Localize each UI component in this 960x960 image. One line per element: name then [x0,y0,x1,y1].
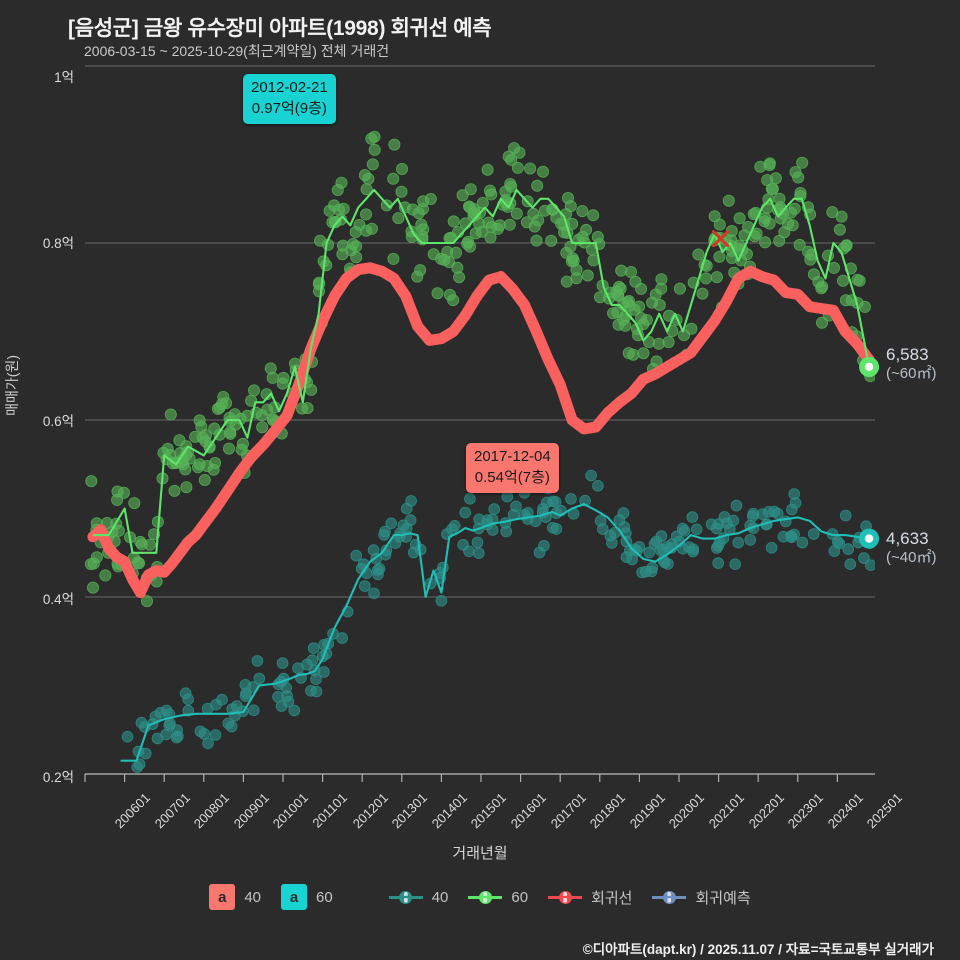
x-tick-marks [84,774,838,782]
legend-swatch-marker [468,890,503,904]
x-axis-title: 거래년월 [452,845,508,862]
series-line-40 [120,503,870,762]
legend-label: 40 [244,888,261,906]
endpoint-area-40: (~40㎡) [886,548,937,566]
annotation-low[interactable]: 2017-12-04 0.54억(7층) [466,443,559,494]
annotation-high-date: 2012-02-21 [251,79,328,96]
y-tick-label: 1억 [54,70,74,85]
endpoint-area-60: (~60㎡) [886,364,937,382]
legend-swatch-marker [388,890,423,904]
legend-item-회귀선[interactable]: 회귀선 [548,887,632,908]
x-shape-markers [711,229,730,248]
legend-label: 60 [511,888,529,906]
legend-label: 회귀선 [591,889,633,907]
annotation-high[interactable]: 2012-02-21 0.97억(9층) [243,74,336,125]
page-subtitle: 2006-03-15 ~ 2025-10-29(최근계약일) 전체 거래건 [84,43,390,59]
legend-item-회귀예측[interactable]: 회귀예측 [652,887,751,908]
regression-line [87,262,875,599]
series-line-60 [92,188,871,554]
y-tick-label: 0.8억 [42,236,74,251]
endpoint-label-60: 6,583 (~60㎡) [886,345,936,383]
legend-item-40[interactable]: a 40 [209,884,261,910]
y-tick-label: 0.6억 [42,414,74,429]
legend-label: 60 [316,888,333,906]
scatter-points-40 [121,469,875,773]
chart-legend: a 40 a 60 40 60 회귀선 회귀예측 [0,884,960,910]
endpoint-label-40: 4,633 (~40㎡) [886,529,936,567]
scatter-points-60 [85,130,875,608]
annotation-low-date: 2017-12-04 [474,448,551,465]
y-tick-label: 0.4억 [42,592,74,607]
endpoint-markers [859,356,880,549]
footer-credit: ©디아파트(dapt.kr) / 2025.11.07 / 자료=국토교통부 실… [582,942,934,957]
page-title: [음성군] 금왕 유수장미 아파트(1998) 회귀선 예측 [68,17,492,40]
endpoint-value-40: 4,633 [886,529,929,548]
legend-item-60[interactable]: 60 [468,889,528,906]
legend-label: 40 [431,888,449,906]
legend-item-40[interactable]: 40 [388,888,449,906]
endpoint-value-60: 6,583 [886,345,929,364]
annotation-low-value: 0.54억(7층) [474,468,550,486]
legend-item-60[interactable]: a 60 [281,884,333,910]
legend-swatch-marker [652,890,687,904]
legend-swatch-marker [548,890,583,904]
y-tick-label: 0.2억 [42,770,74,785]
annotation-high-value: 0.97억(9층) [251,99,327,117]
legend-swatch-box: a [209,884,236,910]
legend-swatch-box: a [281,884,307,910]
legend-label: 회귀예측 [695,889,751,907]
